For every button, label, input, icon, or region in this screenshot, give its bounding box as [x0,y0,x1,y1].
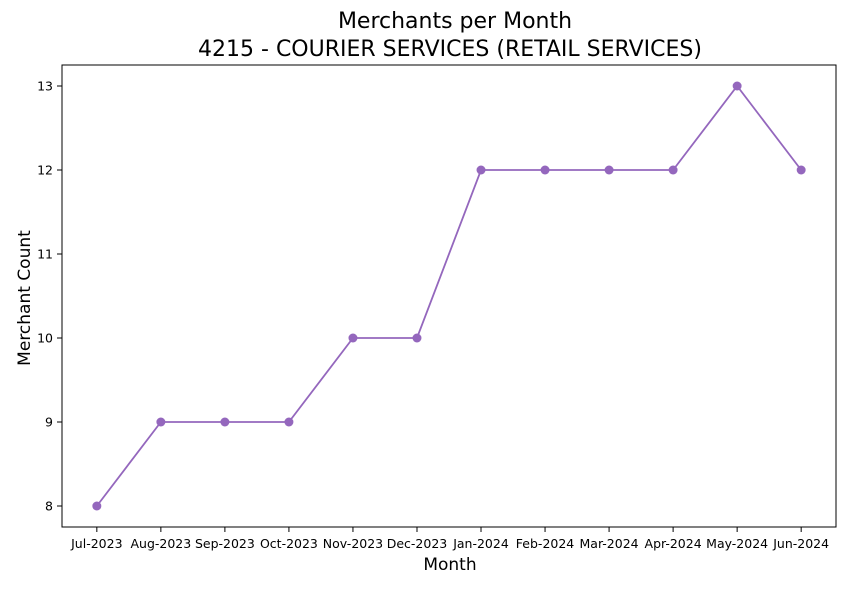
y-tick-label: 10 [37,331,53,346]
series-line [96,84,802,507]
x-tick-label: Sep-2023 [195,536,255,551]
x-tick-label: Mar-2024 [580,536,639,551]
x-tick-label: Oct-2023 [260,536,318,551]
y-tick-label: 8 [45,499,53,514]
data-point [604,165,614,175]
plot-frame [61,64,837,528]
x-tick-label: Jan-2024 [452,536,509,551]
x-tick-label: Nov-2023 [323,536,383,551]
x-tick-label: Feb-2024 [516,536,575,551]
y-tick-label: 9 [45,415,53,430]
x-tick-label: Jun-2024 [772,536,829,551]
data-point [348,333,358,343]
y-tick-label: 13 [37,79,53,94]
y-axis-label: Merchant Count [15,230,35,366]
data-point [732,81,742,91]
data-point [156,417,166,427]
data-point [668,165,678,175]
y-tick-label: 11 [37,247,53,262]
data-point [92,501,102,511]
x-axis-label: Month [423,555,476,575]
x-tick-label: May-2024 [706,536,768,551]
x-tick-label: Aug-2023 [130,536,191,551]
data-point [476,165,486,175]
chart-title: Merchants per Month [338,9,572,34]
x-tick-label: Dec-2023 [387,536,448,551]
chart-subtitle: 4215 - COURIER SERVICES (RETAIL SERVICES… [198,37,702,62]
data-point [796,165,806,175]
data-point [412,333,422,343]
data-point [220,417,230,427]
x-tick-label: Apr-2024 [645,536,702,551]
plot-area: 8 9 10 11 12 13 Jul-2023 Aug-2023 Sep-2023 Oct-20… [37,64,837,551]
y-tick-label: 12 [37,163,53,178]
data-point [284,417,294,427]
data-point [540,165,550,175]
x-tick-label: Jul-2023 [70,536,122,551]
